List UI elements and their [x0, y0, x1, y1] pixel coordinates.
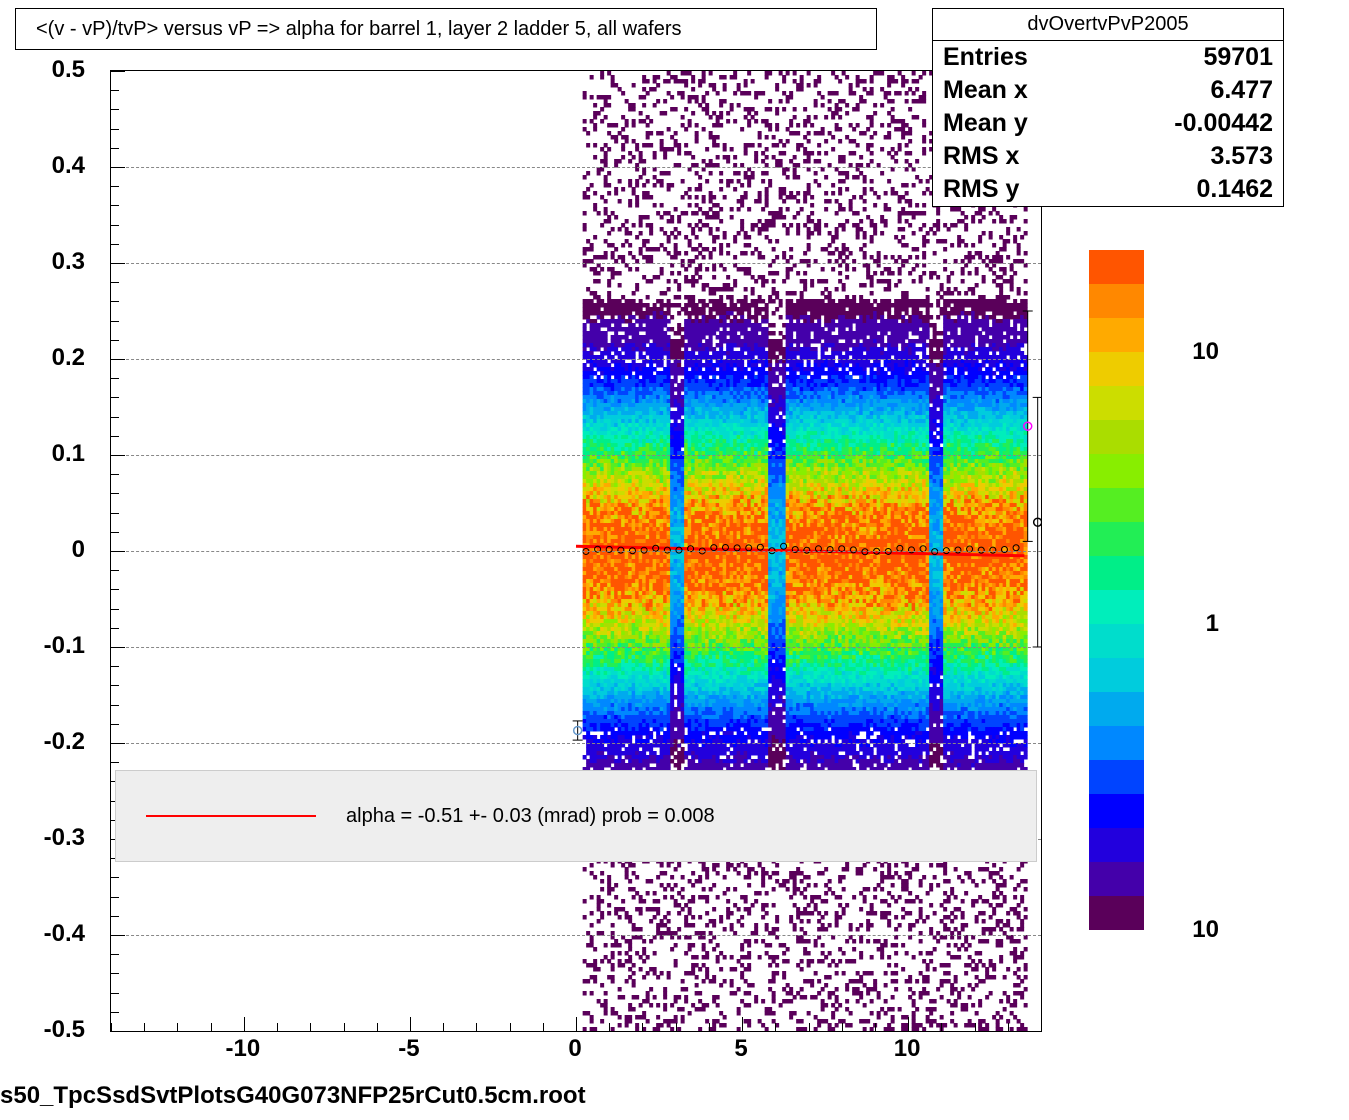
chart-title-box: <(v - vP)/tvP> versus vP => alpha for ba…	[15, 8, 877, 50]
y-tick-label: 0.3	[52, 248, 85, 276]
stats-rmsx-row: RMS x 3.573	[933, 140, 1283, 173]
colorbar-segment	[1089, 352, 1144, 386]
y-tick-label: 0.1	[52, 440, 85, 468]
y-axis: -0.5-0.4-0.3-0.2-0.100.10.20.30.40.5	[0, 70, 100, 1030]
colorbar-tick-label: 1	[1206, 610, 1219, 638]
y-tick-label: -0.4	[44, 920, 85, 948]
colorbar-segment	[1089, 386, 1144, 420]
gridline	[111, 647, 1041, 648]
stats-meanx-value: 6.477	[1210, 76, 1273, 105]
gridline	[111, 359, 1041, 360]
gridline	[111, 263, 1041, 264]
y-tick-label: -0.1	[44, 632, 85, 660]
colorbar-segment	[1089, 896, 1144, 930]
stats-meany-value: -0.00442	[1174, 109, 1273, 138]
chart-title: <(v - vP)/tvP> versus vP => alpha for ba…	[36, 18, 681, 41]
legend-line	[146, 815, 316, 817]
gridline	[111, 167, 1041, 168]
y-tick-label: -0.2	[44, 728, 85, 756]
colorbar-segment	[1089, 726, 1144, 760]
stats-rmsx-value: 3.573	[1210, 142, 1273, 171]
stats-meany-row: Mean y -0.00442	[933, 107, 1283, 140]
gridline	[111, 551, 1041, 552]
colorbar-segment	[1089, 590, 1144, 624]
footer-filename: s50_TpcSsdSvtPlotsG40G073NFP25rCut0.5cm.…	[0, 1082, 586, 1110]
colorbar-segment	[1089, 624, 1144, 658]
colorbar-segment	[1089, 794, 1144, 828]
stats-box: dvOvertvPvP2005 Entries 59701 Mean x 6.4…	[932, 8, 1284, 207]
colorbar-tick-label: 10	[1192, 916, 1219, 944]
colorbar-segment	[1089, 862, 1144, 896]
y-tick-label: 0.5	[52, 56, 85, 84]
colorbar-segment	[1089, 488, 1144, 522]
x-tick-label: 5	[734, 1035, 747, 1063]
stats-title: dvOvertvPvP2005	[933, 9, 1283, 41]
colorbar-segment	[1089, 692, 1144, 726]
gridline	[111, 743, 1041, 744]
colorbar-segment	[1089, 420, 1144, 454]
stats-rmsx-label: RMS x	[943, 142, 1019, 171]
y-tick-label: 0.4	[52, 152, 85, 180]
gridline	[111, 935, 1041, 936]
colorbar-segment	[1089, 760, 1144, 794]
stats-meany-label: Mean y	[943, 109, 1028, 138]
x-tick-label: -5	[398, 1035, 419, 1063]
stats-rmsy-value: 0.1462	[1197, 175, 1273, 204]
chart-container: <(v - vP)/tvP> versus vP => alpha for ba…	[0, 0, 1349, 1120]
colorbar-segment	[1089, 318, 1144, 352]
colorbar-segment	[1089, 284, 1144, 318]
colorbar-segment	[1089, 250, 1144, 284]
legend-text: alpha = -0.51 +- 0.03 (mrad) prob = 0.00…	[346, 805, 715, 828]
stats-entries-value: 59701	[1203, 43, 1273, 72]
x-tick-label: -10	[226, 1035, 261, 1063]
x-tick-label: 0	[568, 1035, 581, 1063]
colorbar-tick-label: 10	[1192, 338, 1219, 366]
stats-entries-row: Entries 59701	[933, 41, 1283, 74]
y-tick-label: 0	[72, 536, 85, 564]
y-tick-label: -0.5	[44, 1016, 85, 1044]
y-tick-label: 0.2	[52, 344, 85, 372]
stats-meanx-label: Mean x	[943, 76, 1028, 105]
colorbar-segment	[1089, 522, 1144, 556]
stats-entries-label: Entries	[943, 43, 1028, 72]
colorbar-segment	[1089, 556, 1144, 590]
y-tick-label: -0.3	[44, 824, 85, 852]
colorbar-segment	[1089, 658, 1144, 692]
gridline	[111, 455, 1041, 456]
colorbar-segment	[1089, 454, 1144, 488]
stats-rmsy-label: RMS y	[943, 175, 1019, 204]
stats-meanx-row: Mean x 6.477	[933, 74, 1283, 107]
colorbar	[1089, 250, 1144, 930]
legend-box: alpha = -0.51 +- 0.03 (mrad) prob = 0.00…	[115, 770, 1037, 862]
colorbar-segment	[1089, 828, 1144, 862]
x-tick-label: 10	[894, 1035, 921, 1063]
plot-area	[110, 70, 1042, 1032]
x-axis: -10 -5 0 5 10	[110, 1035, 1040, 1075]
stats-rmsy-row: RMS y 0.1462	[933, 173, 1283, 206]
